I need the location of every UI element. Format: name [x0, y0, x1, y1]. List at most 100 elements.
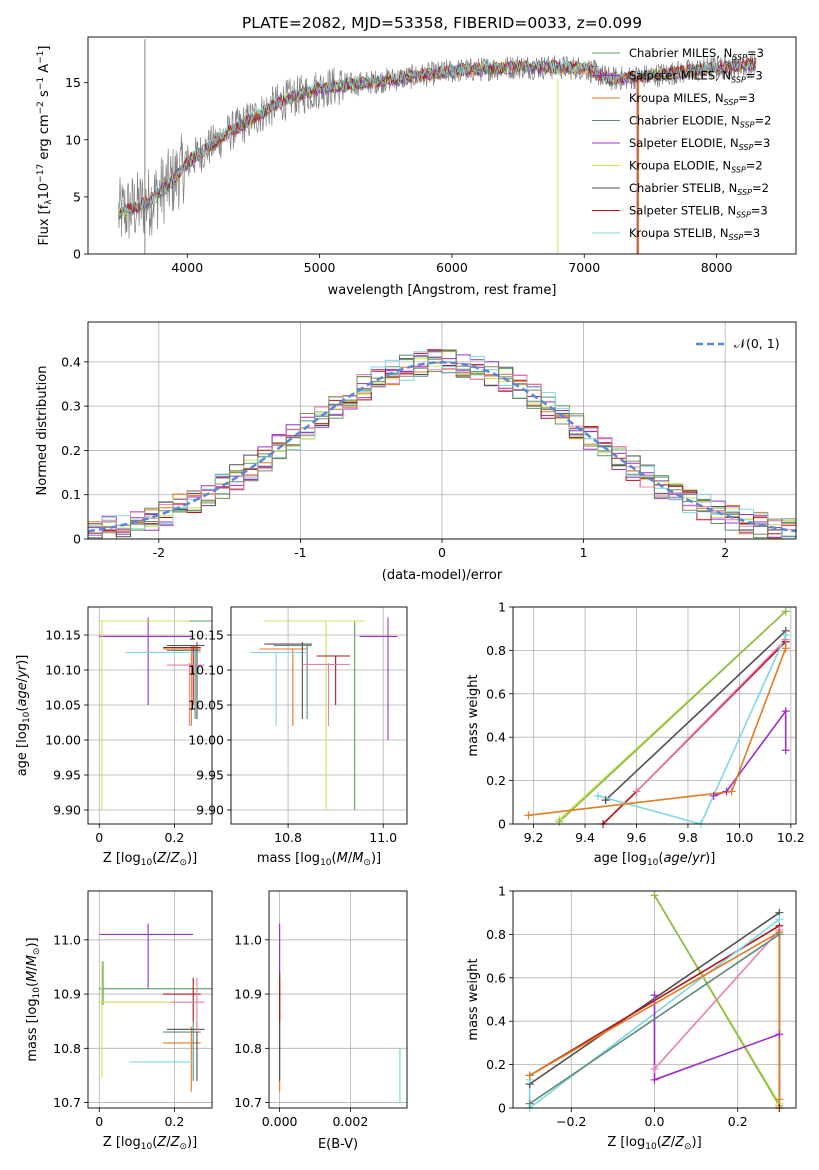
mass-weight-line: [653, 995, 780, 1081]
legend-entry: Salpeter STELIB, NSSP=3: [629, 204, 768, 220]
legend-sub: SSP: [729, 233, 744, 242]
y-tick-label: 0.8: [486, 927, 506, 942]
x-tick-label: -2: [153, 545, 165, 560]
y-tick-label: 10.9: [234, 987, 262, 1002]
label-part: 10: [141, 858, 153, 868]
label-part: (: [658, 851, 663, 866]
x-axis-label: Z [log10(Z/Z⊙)]: [607, 1135, 701, 1152]
y-tick-label: 0.1: [61, 487, 81, 502]
label-part: A: [37, 64, 52, 77]
label-part: yr: [15, 663, 30, 679]
label-part: Z: [674, 1135, 685, 1150]
legend-text: Salpeter STELIB, N: [629, 204, 736, 218]
label-part: (: [332, 851, 337, 866]
y-tick-label: 10: [65, 132, 81, 147]
y-tick-label: 0.3: [61, 399, 81, 414]
mass-weight-line: [605, 630, 787, 801]
y-tick-label: 11.0: [234, 932, 262, 947]
axes-frame: [230, 606, 408, 825]
legend-sub: SSP: [739, 143, 754, 152]
y-tick-label: 9.95: [53, 768, 81, 783]
plus-marker: [775, 1095, 784, 1104]
x-tick-label: 0.2: [728, 1114, 748, 1129]
label-part: age [log: [594, 851, 647, 866]
legend-text: Kroupa ELODIE, N: [629, 159, 731, 173]
label-part: ⊙: [179, 858, 187, 868]
x-tick-label: 8000: [701, 260, 733, 275]
legend-text: Kroupa STELIB, N: [629, 226, 729, 240]
y-tick-label: 0.2: [486, 773, 506, 788]
label-part: )]: [187, 851, 197, 866]
plus-marker: [632, 787, 641, 796]
plot-area: [88, 349, 796, 539]
label-part: Flux [f: [37, 204, 52, 245]
axes-frame: [512, 890, 797, 1109]
label-part: erg cm: [37, 114, 52, 163]
label-part: )]: [692, 1135, 702, 1150]
x-axis-label: E(B-V): [318, 1137, 358, 1152]
plus-marker: [524, 811, 533, 820]
label-part: ⊙: [684, 1142, 692, 1152]
label-part: M: [352, 851, 363, 866]
y-axis-label: mass [log10(M/M⊙)]: [25, 937, 42, 1061]
label-part: −17: [36, 164, 46, 183]
label-part: /: [671, 1135, 676, 1150]
mass-weight-line: [529, 933, 780, 1105]
x-tick-label: 0.2: [164, 1114, 184, 1129]
x-tick-label: 4000: [171, 260, 203, 275]
legend-tail: =3: [738, 91, 755, 105]
spectrum-panel: 4000 5000 6000 7000 8000 0 5 10 15 Chabrier MILES…: [36, 36, 797, 298]
label-part: ⊙: [363, 858, 371, 868]
plus-marker: [601, 796, 610, 805]
label-part: Z: [170, 1135, 181, 1150]
legend-sub: SSP: [731, 76, 746, 85]
plus-marker: [781, 644, 790, 653]
plus-marker: [709, 791, 718, 800]
x-tick-label: 9.8: [678, 830, 698, 845]
y-tick-label: 10.9: [53, 987, 81, 1002]
x-tick-label: 6000: [436, 260, 468, 275]
legend-entry: Salpeter MILES, NSSP=3: [629, 69, 763, 85]
mass-weight-line: [597, 634, 787, 824]
plus-marker: [650, 1064, 659, 1073]
label-part: )]: [371, 851, 381, 866]
y-tick-label: 10.8: [53, 1041, 81, 1056]
y-tick-label: 9.95: [196, 768, 224, 783]
legend-entry: Kroupa ELODIE, NSSP=2: [629, 159, 763, 175]
x-axis-label: Z [log10(Z/Z⊙)]: [103, 851, 197, 868]
legend-tail: =3: [743, 226, 760, 240]
label-part: Z: [156, 1135, 167, 1150]
x-tick-label: 5000: [304, 260, 336, 275]
x-tick-label: -1: [294, 545, 306, 560]
label-part: (: [15, 707, 30, 712]
legend-entry: Chabrier STELIB, NSSP=2: [629, 181, 769, 197]
x-tick-label: 10.0: [725, 830, 753, 845]
legend-tail: =2: [752, 181, 769, 195]
x-tick-label: 0: [438, 545, 446, 560]
x-axis-label: Z [log10(Z/Z⊙)]: [103, 1135, 197, 1152]
label-part: Z [log: [103, 851, 141, 866]
y-tick-label: 10.15: [188, 628, 224, 643]
age-vs-mass-panel: 10.8 11.0 9.90 9.95 10.00 10.05 10.10 10.15 mass…: [188, 606, 408, 868]
mass-vs-metallicity-panel: 0 0.210.710.810.911.0Z [log10(Z/Z⊙)]mass …: [25, 890, 213, 1152]
y-tick-label: 10.00: [188, 733, 224, 748]
legend-text: Salpeter ELODIE, N: [629, 136, 739, 150]
mass-vs-ebv-panel: 0.000 0.002 10.7 10.8 10.9 11.0 E(B-V): [234, 890, 408, 1152]
plus-marker: [650, 891, 659, 900]
y-axis-label: Normed distribution: [35, 366, 50, 496]
x-tick-label: 0: [95, 1114, 103, 1129]
x-tick-label: 1: [580, 545, 588, 560]
label-part: −1: [36, 51, 46, 64]
x-tick-label: −0.2: [556, 1114, 586, 1129]
label-part: ⊙: [32, 948, 42, 956]
plus-marker: [781, 746, 790, 755]
mass-weight-line: [713, 708, 787, 797]
legend-text: Chabrier STELIB, N: [629, 181, 737, 195]
legend-text: Chabrier ELODIE, N: [629, 114, 740, 128]
legend-sub: SSP: [740, 121, 755, 130]
model-spectrum-line: [118, 58, 757, 217]
plus-marker: [727, 787, 736, 796]
label-part: (: [25, 982, 40, 987]
legend-text: Kroupa MILES, N: [629, 91, 724, 105]
y-tick-label: 0.4: [61, 354, 81, 369]
